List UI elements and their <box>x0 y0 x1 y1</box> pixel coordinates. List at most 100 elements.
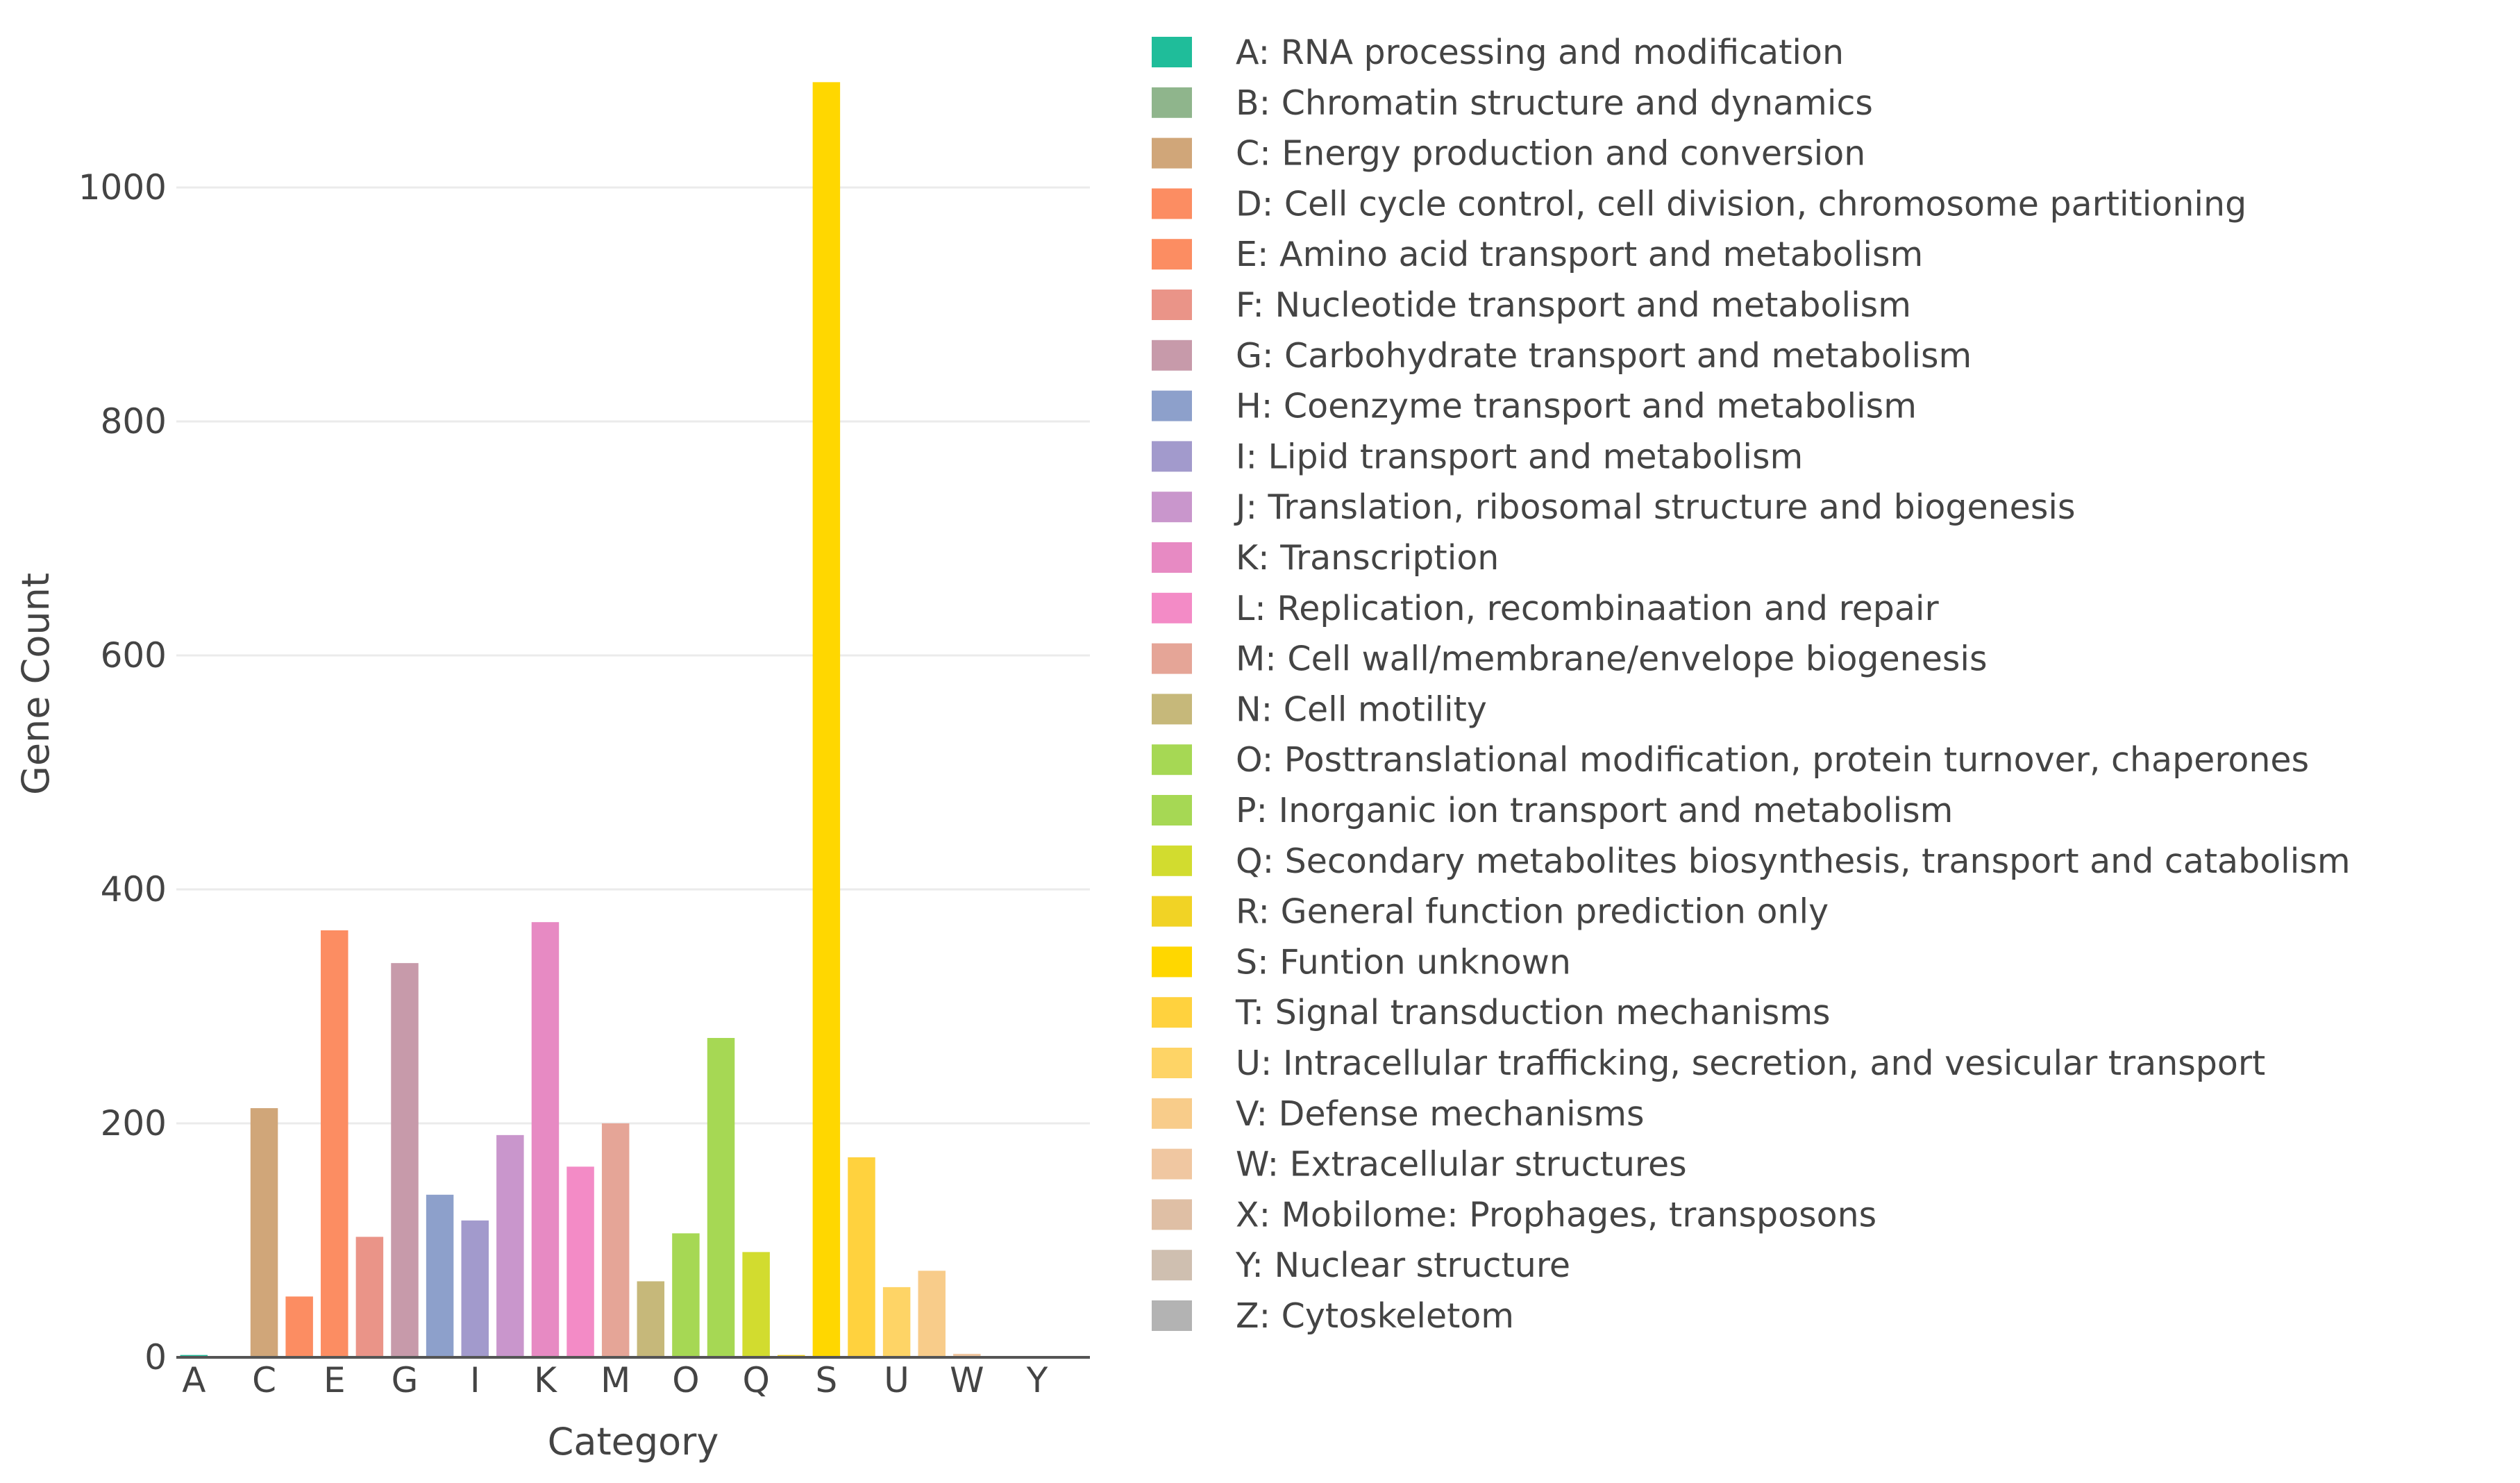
legend-swatch <box>1152 290 1192 320</box>
bar-Q[interactable] <box>742 1252 770 1357</box>
y-tick-label: 200 <box>101 1103 167 1143</box>
bar-M[interactable] <box>601 1123 630 1357</box>
legend-item-I[interactable]: I: Lipid transport and metabolism <box>1152 437 1803 476</box>
x-tick-label-U: U <box>884 1360 909 1400</box>
bar-H[interactable] <box>426 1194 454 1357</box>
legend-swatch <box>1152 795 1192 826</box>
legend-item-O[interactable]: O: Posttranslational modification, prote… <box>1152 740 2309 780</box>
legend-item-L[interactable]: L: Replication, recombinaation and repai… <box>1152 589 1940 628</box>
legend-item-U[interactable]: U: Intracellular trafficking, secretion,… <box>1152 1044 2265 1083</box>
x-tick-label-W: W <box>950 1360 984 1400</box>
legend-item-K[interactable]: K: Transcription <box>1152 538 1499 578</box>
legend-item-F[interactable]: F: Nucleotide transport and metabolism <box>1152 285 1911 325</box>
bar-V[interactable] <box>918 1271 946 1357</box>
legend-swatch <box>1152 1300 1192 1331</box>
legend-label: B: Chromatin structure and dynamics <box>1236 83 1873 123</box>
legend-label: L: Replication, recombinaation and repai… <box>1236 589 1940 628</box>
bar-C[interactable] <box>250 1108 278 1357</box>
bar-S[interactable] <box>812 82 841 1358</box>
legend-label: J: Translation, ribosomal structure and … <box>1234 487 2076 527</box>
legend-label: U: Intracellular trafficking, secretion,… <box>1236 1044 2265 1083</box>
x-tick-label-I: I <box>470 1360 480 1400</box>
x-axis-title: Category <box>548 1420 719 1464</box>
legend-swatch <box>1152 946 1192 978</box>
bar-N[interactable] <box>637 1281 665 1357</box>
legend-label: F: Nucleotide transport and metabolism <box>1236 285 1911 325</box>
legend-label: D: Cell cycle control, cell division, ch… <box>1236 184 2246 224</box>
legend-swatch <box>1152 441 1192 472</box>
y-tick-labels: 0 200 400 600 800 1000 <box>78 167 167 1377</box>
legend-item-E[interactable]: E: Amino acid transport and metabolism <box>1152 235 1923 274</box>
bar-G[interactable] <box>391 963 419 1357</box>
x-tick-label-Y: Y <box>1026 1360 1048 1400</box>
legend-swatch <box>1152 37 1192 67</box>
bar-K[interactable] <box>531 922 560 1357</box>
x-tick-label-A: A <box>182 1360 205 1400</box>
legend-swatch <box>1152 239 1192 270</box>
legend-item-W[interactable]: W: Extracellular structures <box>1152 1145 1687 1184</box>
bar-D[interactable] <box>285 1296 313 1357</box>
legend-label: Z: Cytoskeletom <box>1236 1296 1514 1336</box>
x-tick-label-G: G <box>392 1360 419 1400</box>
legend-item-V[interactable]: V: Defense mechanisms <box>1152 1094 1645 1134</box>
legend-label: E: Amino acid transport and metabolism <box>1236 235 1923 274</box>
legend-swatch <box>1152 1199 1192 1230</box>
bar-J[interactable] <box>496 1134 524 1357</box>
x-tick-label-K: K <box>534 1360 557 1400</box>
legend-item-S[interactable]: S: Funtion unknown <box>1152 942 1571 982</box>
legend-item-A[interactable]: A: RNA processing and modification <box>1152 33 1844 72</box>
bar-U[interactable] <box>882 1287 911 1357</box>
legend-label: O: Posttranslational modification, prote… <box>1236 740 2309 780</box>
legend-label: R: General function prediction only <box>1236 892 1829 932</box>
legend-swatch <box>1152 542 1192 573</box>
y-tick-label: 400 <box>101 869 167 910</box>
bar-O[interactable] <box>672 1233 700 1357</box>
legend-swatch <box>1152 592 1192 623</box>
legend-item-X[interactable]: X: Mobilome: Prophages, transposons <box>1152 1195 1876 1234</box>
grid-lines <box>176 186 1090 1125</box>
legend-label: T: Signal transduction mechanisms <box>1235 993 1831 1032</box>
legend-label: S: Funtion unknown <box>1236 942 1571 982</box>
bar-F[interactable] <box>355 1237 384 1357</box>
legend-item-Q[interactable]: Q: Secondary metabolites biosynthesis, t… <box>1152 841 2351 881</box>
bar-T[interactable] <box>848 1157 875 1357</box>
x-tick-label-M: M <box>600 1360 630 1400</box>
legend: A: RNA processing and modification B: Chr… <box>1152 33 2351 1336</box>
legend-swatch <box>1152 997 1192 1028</box>
legend-item-H[interactable]: H: Coenzyme transport and metabolism <box>1152 387 1917 426</box>
legend-label: I: Lipid transport and metabolism <box>1236 437 1803 476</box>
legend-swatch <box>1152 896 1192 927</box>
bar-I[interactable] <box>461 1220 489 1357</box>
legend-item-D[interactable]: D: Cell cycle control, cell division, ch… <box>1152 184 2246 224</box>
legend-item-Z[interactable]: Z: Cytoskeletom <box>1152 1296 1514 1336</box>
legend-label: K: Transcription <box>1236 538 1499 578</box>
bar-L[interactable] <box>566 1166 594 1357</box>
legend-item-G[interactable]: G: Carbohydrate transport and metabolism <box>1152 336 1972 376</box>
y-tick-label: 800 <box>101 401 167 442</box>
legend-item-P[interactable]: P: Inorganic ion transport and metabolis… <box>1152 791 1953 830</box>
legend-swatch <box>1152 492 1192 523</box>
legend-swatch <box>1152 643 1192 674</box>
legend-swatch <box>1152 694 1192 725</box>
legend-label: N: Cell motility <box>1236 689 1487 729</box>
bar-E[interactable] <box>321 930 348 1357</box>
legend-item-C[interactable]: C: Energy production and conversion <box>1152 134 1865 174</box>
legend-item-B[interactable]: B: Chromatin structure and dynamics <box>1152 83 1873 123</box>
legend-item-M[interactable]: M: Cell wall/membrane/envelope biogenesi… <box>1152 639 1988 679</box>
x-tick-label-Q: Q <box>742 1360 769 1400</box>
legend-item-T[interactable]: T: Signal transduction mechanisms <box>1152 993 1831 1032</box>
x-tick-label-S: S <box>816 1360 838 1400</box>
bar-P[interactable] <box>707 1037 735 1357</box>
y-tick-label: 1000 <box>78 167 167 208</box>
legend-item-Y[interactable]: Y: Nuclear structure <box>1152 1246 1570 1285</box>
legend-label: W: Extracellular structures <box>1236 1145 1687 1184</box>
legend-swatch <box>1152 340 1192 371</box>
bar-W[interactable] <box>953 1353 981 1357</box>
x-tick-label-C: C <box>252 1360 276 1400</box>
legend-item-N[interactable]: N: Cell motility <box>1152 689 1487 729</box>
legend-item-R[interactable]: R: General function prediction only <box>1152 892 1829 932</box>
legend-label: Y: Nuclear structure <box>1235 1246 1570 1285</box>
legend-item-J[interactable]: J: Translation, ribosomal structure and … <box>1152 487 2076 527</box>
